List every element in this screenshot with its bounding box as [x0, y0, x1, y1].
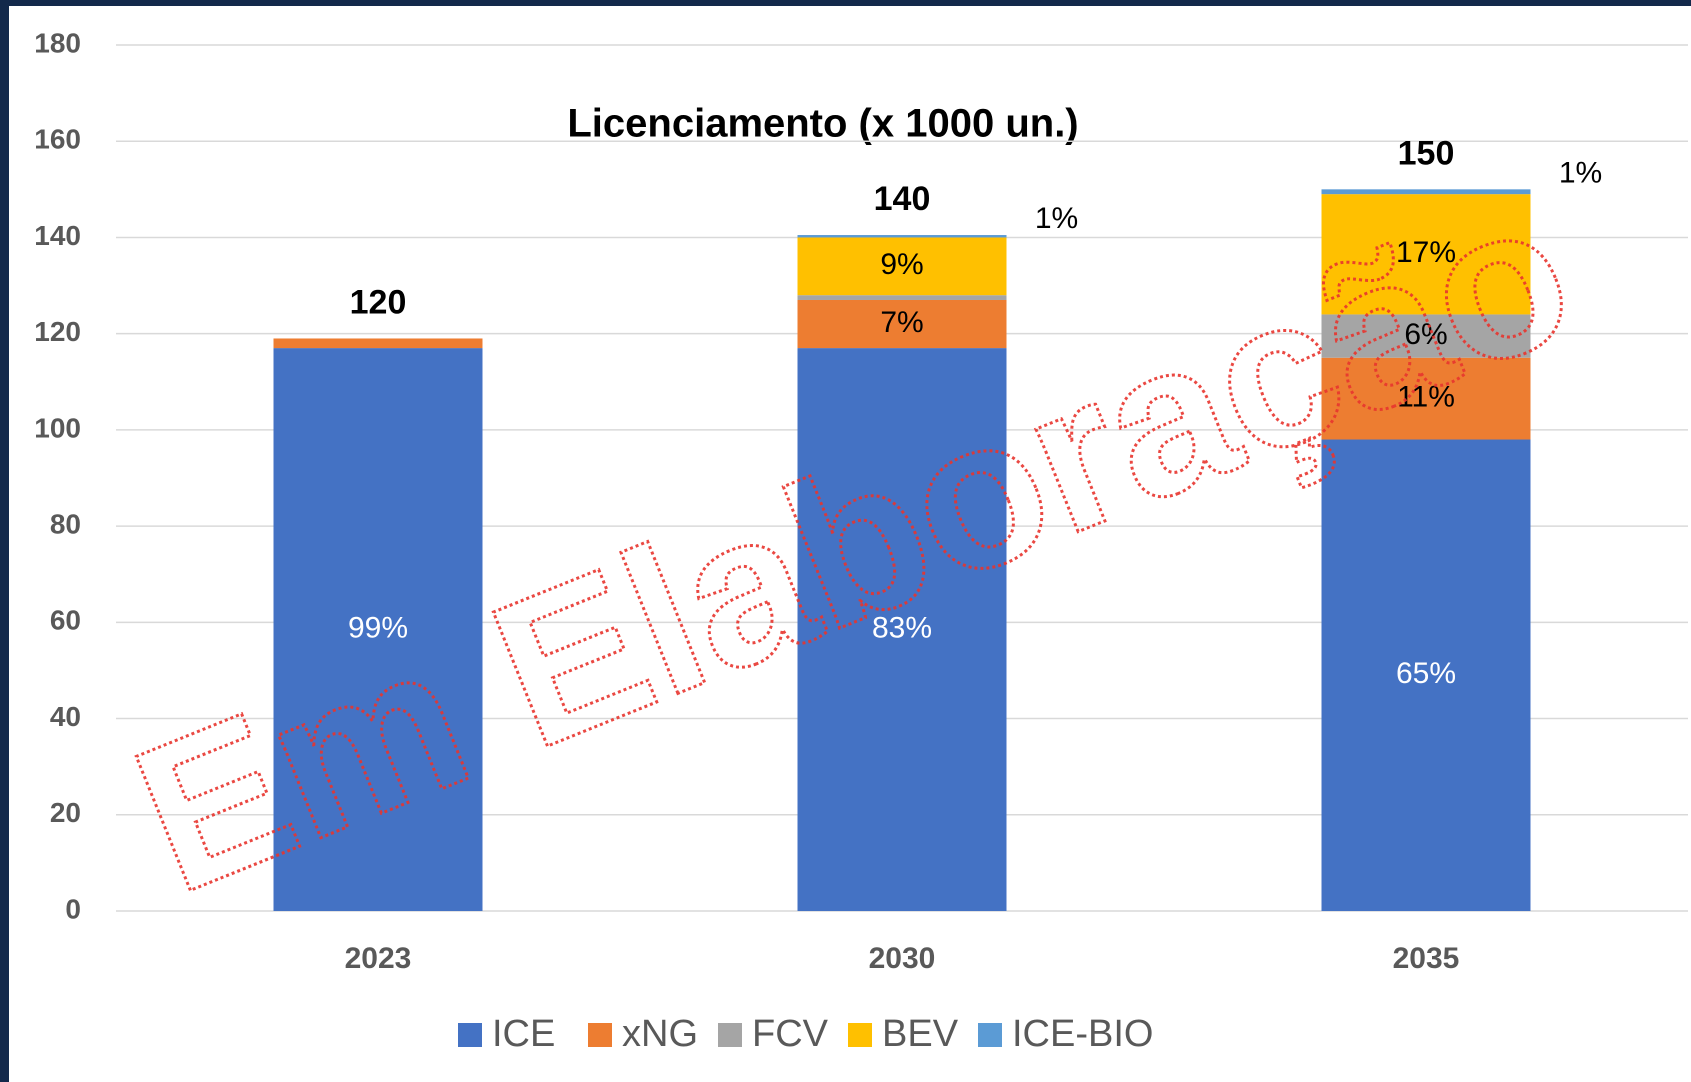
legend-label: xNG — [622, 1013, 698, 1055]
bar-segment — [1321, 357, 1531, 440]
data-label: 83% — [872, 611, 932, 644]
x-tick-label: 2030 — [869, 942, 936, 975]
data-label: 1% — [1035, 202, 1078, 235]
bar-segment — [1321, 314, 1531, 358]
y-tick-label: 40 — [50, 701, 81, 732]
y-tick-label: 80 — [50, 509, 81, 540]
y-tick-label: 140 — [34, 220, 81, 251]
data-label: 99% — [348, 611, 408, 644]
data-label: 9% — [880, 248, 923, 281]
legend-label: BEV — [882, 1013, 959, 1055]
bar-segment — [797, 235, 1007, 238]
data-label: 6% — [1404, 318, 1447, 351]
y-tick-label: 160 — [34, 124, 81, 155]
bar-segment — [797, 237, 1007, 296]
legend-swatch — [978, 1023, 1002, 1047]
legend-label: FCV — [752, 1013, 829, 1055]
frame-top — [0, 0, 1691, 6]
legend-swatch — [458, 1023, 482, 1047]
y-tick-label: 120 — [34, 316, 81, 347]
legend: ICE xNG FCV BEV ICE-BIO — [458, 1013, 1153, 1055]
data-label: 7% — [880, 306, 923, 339]
bar-segment — [1321, 439, 1531, 911]
bar-segment — [1321, 194, 1531, 315]
y-tick-label: 20 — [50, 797, 81, 828]
x-tick-label: 2035 — [1393, 942, 1460, 975]
y-tick-label: 180 — [34, 27, 81, 58]
legend-swatch — [848, 1023, 872, 1047]
chart-title: Licenciamento (x 1000 un.) — [567, 102, 1078, 146]
data-label: 1% — [1559, 156, 1602, 189]
bar-segment — [797, 295, 1007, 300]
bar-segment — [273, 348, 483, 912]
y-tick-label: 100 — [34, 412, 81, 443]
bar-segment — [273, 338, 483, 349]
x-tick-label: 2023 — [345, 942, 412, 975]
legend-swatch — [718, 1023, 742, 1047]
data-label: 17% — [1396, 236, 1456, 269]
legend-label: ICE-BIO — [1012, 1013, 1153, 1055]
y-tick-label: 60 — [50, 605, 81, 636]
bar-segment — [797, 348, 1007, 912]
data-label: 65% — [1396, 657, 1456, 690]
legend-swatch — [588, 1023, 612, 1047]
bar-segment — [1321, 189, 1531, 195]
legend-label: ICE — [492, 1013, 555, 1055]
y-tick-label: 0 — [65, 893, 81, 924]
frame-left — [0, 0, 9, 1082]
total-label: 120 — [350, 283, 407, 321]
total-label: 150 — [1398, 134, 1455, 172]
data-label: 11% — [1397, 381, 1455, 414]
bar-segment — [797, 299, 1007, 349]
total-label: 140 — [874, 180, 931, 218]
